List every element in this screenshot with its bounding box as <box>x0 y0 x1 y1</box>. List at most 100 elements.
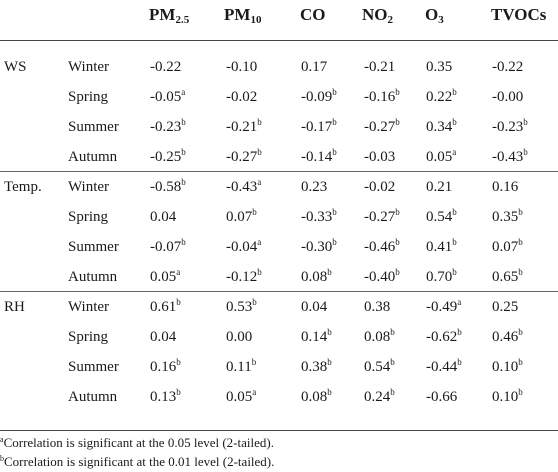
table-cell: 0.54b <box>364 352 395 382</box>
column-header-text: PM <box>149 5 176 24</box>
table-cell: -0.17b <box>301 112 337 142</box>
cell-value: -0.16 <box>364 89 396 105</box>
table-cell: 0.38b <box>301 352 332 382</box>
table-header: PM2.5 PM10 CO NO2 O3 TVOCs <box>0 0 558 41</box>
cell-value: 0.05 <box>150 269 177 285</box>
footnote-text: Correlation is significant at the 0.01 l… <box>4 454 275 469</box>
table-cell: 0.24b <box>364 382 395 412</box>
table-cell: -0.02 <box>364 172 395 202</box>
season-label: Spring <box>68 209 109 225</box>
table-cell: -0.22 <box>150 52 181 82</box>
column-header-subscript: 2 <box>387 14 394 26</box>
column-header-text: NO <box>362 5 388 24</box>
significance-marker: a <box>252 387 257 397</box>
table-cell: 0.16b <box>150 352 181 382</box>
significance-marker: b <box>181 147 186 157</box>
cell-value: 0.53 <box>226 299 253 315</box>
cell-value: 0.17 <box>301 59 328 75</box>
table-cell: 0.00 <box>226 322 252 352</box>
table-cell: 0.35 <box>426 52 452 82</box>
table-row: Autumn -0.25b -0.27b -0.14b -0.03 0.05a -0.43b <box>0 142 558 172</box>
significance-marker: b <box>257 117 262 127</box>
table-cell: 0.54b <box>426 202 457 232</box>
footnote-text: Correlation is significant at the 0.05 l… <box>3 435 274 450</box>
group-divider <box>0 291 558 292</box>
cell-value: 0.41 <box>426 239 453 255</box>
cell-value: 0.10 <box>492 359 519 375</box>
table-cell: -0.02 <box>226 82 257 112</box>
table-cell: -0.22 <box>492 52 523 82</box>
table-cell: 0.04 <box>301 292 327 322</box>
table-cell: -0.49a <box>426 292 461 322</box>
significance-marker: b <box>327 357 332 367</box>
season-label: Autumn <box>68 269 118 285</box>
table-cell: 0.34b <box>426 112 457 142</box>
table-cell: -0.44b <box>426 352 462 382</box>
cell-value: -0.21 <box>226 119 258 135</box>
cell-value: -0.43 <box>492 149 524 165</box>
season-label: Winter <box>68 179 110 195</box>
season-label: Autumn <box>68 389 118 405</box>
cell-value: 0.35 <box>426 59 453 75</box>
significance-marker: b <box>181 117 186 127</box>
cell-value: -0.14 <box>301 149 333 165</box>
table-cell: 0.05a <box>150 262 180 292</box>
table-cell: 0.35b <box>492 202 523 232</box>
significance-marker: b <box>332 207 337 217</box>
table-cell: 0.08b <box>364 322 395 352</box>
table-cell: 0.21 <box>426 172 452 202</box>
significance-marker: b <box>181 237 186 247</box>
cell-value: 0.16 <box>492 179 519 195</box>
significance-marker: b <box>327 267 332 277</box>
significance-marker: a <box>176 267 181 277</box>
table-cell: 0.65b <box>492 262 523 292</box>
table-cell: 0.61b <box>150 292 181 322</box>
cell-value: -0.27 <box>226 149 258 165</box>
cell-value: 0.35 <box>492 209 519 225</box>
cell-value: -0.40 <box>364 269 396 285</box>
column-header: PM10 <box>224 4 261 31</box>
column-header-subscript: 10 <box>250 14 262 26</box>
cell-value: -0.27 <box>364 119 396 135</box>
significance-marker: b <box>176 387 181 397</box>
significance-marker: b <box>518 357 523 367</box>
cell-value: 0.08 <box>301 389 328 405</box>
cell-value: 0.22 <box>426 89 453 105</box>
cell-value: -0.21 <box>364 59 396 75</box>
cell-value: 0.46 <box>492 329 519 345</box>
column-header-subscript: 2.5 <box>175 14 190 26</box>
group-label: RH <box>4 299 25 315</box>
cell-value: 0.11 <box>226 359 252 375</box>
significance-marker: b <box>523 147 528 157</box>
group-label: WS <box>4 59 27 75</box>
cell-value: -0.25 <box>150 149 182 165</box>
significance-marker: b <box>457 357 462 367</box>
table-cell: 0.05a <box>426 142 456 172</box>
significance-marker: b <box>395 117 400 127</box>
cell-value: -0.05 <box>150 89 182 105</box>
table-cell: 0.11b <box>226 352 256 382</box>
season-label: Summer <box>68 119 119 135</box>
column-header: NO2 <box>362 4 393 31</box>
cell-value: -0.27 <box>364 209 396 225</box>
table-cell: 0.13b <box>150 382 181 412</box>
table-cell: 0.05a <box>226 382 256 412</box>
significance-marker: b <box>176 357 181 367</box>
cell-value: -0.58 <box>150 179 182 195</box>
season-label: Summer <box>68 359 119 375</box>
significance-marker: b <box>176 297 181 307</box>
table-cell: -0.25b <box>150 142 186 172</box>
group-divider <box>0 171 558 172</box>
table-cell: -0.05a <box>150 82 185 112</box>
significance-marker: b <box>518 237 523 247</box>
table-cell: 0.41b <box>426 232 457 262</box>
significance-marker: a <box>457 297 462 307</box>
significance-marker: b <box>523 117 528 127</box>
table-row: Summer -0.07b -0.04a -0.30b -0.46b 0.41b 0.07b <box>0 232 558 262</box>
cell-value: 0.00 <box>226 329 253 345</box>
significance-marker: b <box>332 87 337 97</box>
significance-marker: b <box>257 147 262 157</box>
column-header: PM2.5 <box>149 4 189 31</box>
significance-marker: b <box>390 327 395 337</box>
cell-value: -0.43 <box>226 179 258 195</box>
